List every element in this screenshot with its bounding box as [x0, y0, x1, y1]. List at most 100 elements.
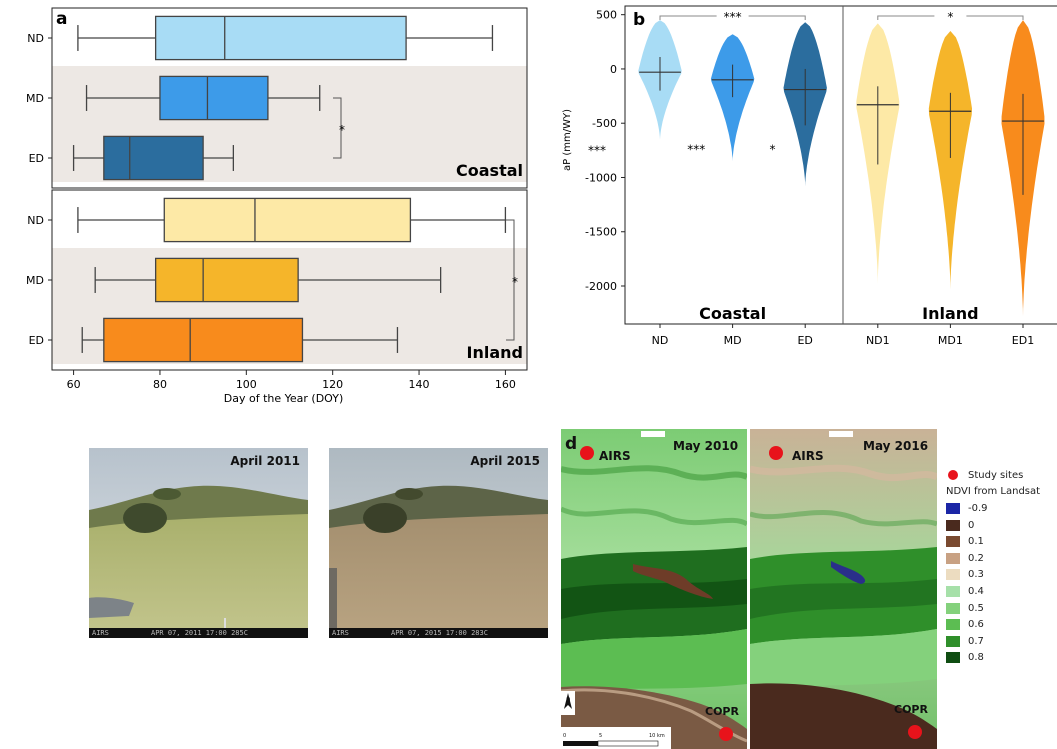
legend-item: 0.8 — [946, 650, 1040, 667]
legend-swatch — [946, 619, 960, 631]
legend-swatch — [946, 519, 960, 531]
legend-swatch — [946, 585, 960, 597]
box-category-label: MD — [26, 92, 44, 105]
x-tick-label: ND — [652, 334, 669, 347]
photo-2015-scene — [329, 448, 548, 638]
box-plot-chart: ND MD ED Coastal * ND MD ED Inland * 60 80 100 120 140… — [26, 7, 528, 405]
violin-md1 — [928, 30, 972, 290]
legend-value: 0.5 — [968, 602, 984, 614]
significance-bracket — [333, 97, 342, 159]
legend-value: 0 — [968, 519, 975, 531]
legend-swatch — [946, 569, 960, 581]
x-tick-label: 100 — [236, 378, 257, 391]
box-inland-nd — [77, 197, 507, 243]
legend-value: 0.2 — [968, 552, 984, 564]
legend-value: 0.3 — [968, 569, 984, 581]
violin-nd1 — [856, 23, 900, 284]
legend-item: 0.1 — [946, 533, 1040, 550]
legend-value: 0.8 — [968, 652, 984, 664]
box-coastal-nd — [77, 15, 494, 61]
photo-2015-date: April 2015 — [470, 454, 540, 468]
subplot-title-inland: Inland — [467, 343, 523, 362]
legend-value: 0.1 — [968, 536, 984, 548]
panel-letter-d: d — [565, 434, 577, 454]
map-2010 — [561, 429, 749, 749]
legend-swatch — [946, 635, 960, 647]
violin-ed1 — [1001, 20, 1045, 317]
y-axis-label: aP (mm/WY) — [562, 109, 573, 171]
x-tick-label: ED — [797, 334, 812, 347]
legend-value: 0.4 — [968, 585, 984, 597]
legend-title: NDVI from Landsat — [946, 486, 1041, 498]
legend-swatch — [946, 602, 960, 614]
photo-2011-date: April 2011 — [230, 454, 300, 468]
significance-bracket — [659, 15, 806, 20]
x-axis-label: Day of the Year (DOY) — [224, 392, 343, 405]
legend-study-sites: Study sites — [946, 467, 1040, 484]
photo-2011-timestamp: AIRS APR 07, 2011 17:00 285C — [89, 628, 308, 638]
legend-swatch — [946, 502, 960, 514]
legend-value: 0.7 — [968, 635, 984, 647]
y-tick-label: -1000 — [585, 171, 617, 184]
violin-nd — [638, 20, 682, 140]
x-tick-label: 160 — [495, 378, 516, 391]
violin-plot-chart: 500 0 -500 -1000 -1500 -2000 aP (mm/WY) ND MD ED N… — [562, 5, 1057, 347]
box-category-label: ED — [29, 334, 44, 347]
legend-item: 0.7 — [946, 633, 1040, 650]
site-marker-airs-2010 — [580, 446, 594, 460]
x-tick-label: MD — [724, 334, 742, 347]
map-2016-inset-label — [829, 431, 853, 437]
significance-bracket — [506, 219, 515, 341]
map-2010-inset-label — [641, 431, 665, 437]
significance-bracket — [877, 15, 1024, 20]
violin-significance-label: * — [770, 142, 776, 156]
subplot-title-coastal: Coastal — [456, 161, 523, 180]
site-marker-airs-2016 — [769, 446, 783, 460]
legend-item: 0.5 — [946, 600, 1040, 617]
x-tick-label: MD1 — [938, 334, 963, 347]
panel-letter-a: a — [56, 9, 67, 29]
svg-text:N: N — [566, 697, 571, 704]
significance-label: *** — [724, 10, 742, 24]
ndvi-legend: Study sites NDVI from Landsat -0.9 0 0.1 0.… — [946, 467, 1040, 666]
site-label-copr-2010: COPR — [705, 705, 739, 718]
map-2010-title: May 2010 — [673, 439, 738, 453]
svg-text:0: 0 — [563, 733, 566, 739]
legend-swatch — [946, 552, 960, 564]
box-subplot-coastal: ND MD ED Coastal * — [26, 7, 528, 189]
y-tick-label: -2000 — [585, 280, 617, 293]
map-2016 — [749, 429, 937, 749]
site-label-airs-2016: AIRS — [792, 449, 824, 463]
significance-label: * — [512, 275, 518, 289]
box-category-label: MD — [26, 274, 44, 287]
x-tick-label: 140 — [409, 378, 430, 391]
photo-2015-timestamp: AIRS APR 07, 2015 17:00 283C — [329, 628, 548, 638]
panel-letter-b: b — [633, 10, 645, 30]
legend-value: -0.9 — [968, 502, 988, 514]
x-tick-label: 80 — [153, 378, 167, 391]
y-tick-label: -500 — [592, 117, 617, 130]
box-coastal-ed — [72, 135, 235, 181]
x-tick-label: 60 — [67, 378, 81, 391]
significance-label: * — [339, 123, 345, 137]
legend-item: -0.9 — [946, 500, 1040, 517]
legend-swatch — [946, 536, 960, 548]
scale-bar: 0 5 10 km — [561, 727, 671, 749]
violin-md — [710, 34, 755, 162]
y-tick-label: 0 — [610, 63, 617, 76]
site-marker-copr-2010 — [719, 727, 733, 741]
violin-significance-label: *** — [588, 143, 606, 157]
legend-item: 0.4 — [946, 583, 1040, 600]
svg-text:5: 5 — [599, 733, 602, 739]
box-inland-ed — [81, 317, 399, 363]
box-category-label: ND — [27, 214, 44, 227]
svg-text:10 km: 10 km — [649, 733, 665, 739]
group-title-inland: Inland — [922, 304, 978, 323]
map-2016-title: May 2016 — [863, 439, 928, 453]
x-tick-label: ND1 — [866, 334, 890, 347]
legend-item: 0.6 — [946, 616, 1040, 633]
x-tick-label: 120 — [322, 378, 343, 391]
x-tick-label: ED1 — [1012, 334, 1034, 347]
legend-item: 0.3 — [946, 567, 1040, 584]
legend-value: 0.6 — [968, 619, 984, 631]
